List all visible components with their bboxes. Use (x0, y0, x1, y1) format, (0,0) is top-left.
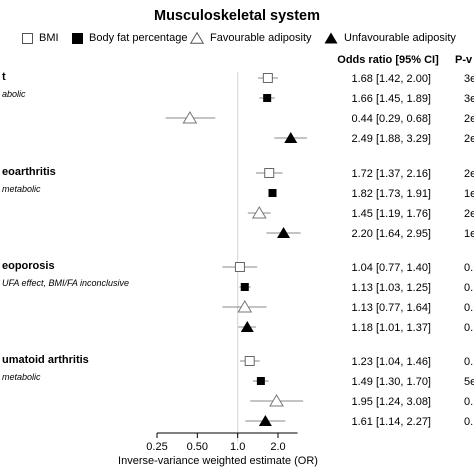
p-value: 2e (464, 113, 474, 125)
p-value: 2e (464, 168, 474, 180)
p-value: 2e (464, 208, 474, 220)
odds-ratio-value: 2.20 [1.64, 2.95] (351, 228, 431, 240)
x-tick-label: 1.0 (230, 441, 245, 453)
group-note: metabolic (2, 372, 41, 382)
chart-title: Musculoskeletal system (153, 8, 321, 24)
odds-ratio-value: 1.04 [0.77, 1.40] (351, 262, 431, 274)
or-column-header: Odds ratio [95% CI] (337, 54, 439, 66)
p-value: 0. (464, 262, 473, 274)
legend-item-favourable: Favourable adiposity (190, 32, 312, 44)
legend-item-body-fat: Body fat percentage (72, 32, 187, 44)
x-axis-label: Inverse-variance weighted estimate (OR) (118, 455, 318, 467)
p-value: 0. (464, 416, 473, 428)
filled-square-icon (72, 32, 83, 44)
odds-ratio-value: 1.95 [1.24, 3.08] (351, 396, 431, 408)
odds-ratio-value: 1.66 [1.45, 1.89] (351, 93, 431, 105)
p-value: 0. (464, 282, 473, 294)
point-bmi (244, 356, 255, 366)
x-tick-label: 0.50 (187, 441, 208, 453)
group-note: metabolic (2, 184, 41, 194)
point-unfavourable (240, 321, 254, 332)
group-note: UFA effect, BMI/FA inconclusive (2, 278, 129, 288)
point-body-fat (263, 94, 272, 102)
group-label: umatoid arthritis (2, 354, 89, 366)
open-triangle-icon (190, 32, 204, 44)
legend: BMI Body fat percentage Favourable adipo… (0, 32, 474, 48)
x-tick-label: 0.25 (146, 441, 167, 453)
p-value: 0. (464, 302, 473, 314)
odds-ratio-value: 1.61 [1.14, 2.27] (351, 416, 431, 428)
odds-ratio-value: 0.44 [0.29, 0.68] (351, 113, 431, 125)
point-favourable (251, 206, 267, 219)
point-body-fat (240, 283, 249, 291)
point-favourable (182, 111, 198, 124)
open-square-icon (22, 32, 33, 44)
legend-label-favourable: Favourable adiposity (210, 32, 312, 44)
group-label: eoporosis (2, 260, 55, 272)
legend-item-bmi: BMI (22, 32, 59, 44)
x-tick-label: 2.0 (270, 441, 285, 453)
p-column-header: P-v (455, 54, 473, 66)
point-bmi (262, 73, 273, 83)
p-value: 1e (464, 228, 474, 240)
p-value: 0. (464, 322, 473, 334)
p-value: 0. (464, 356, 473, 368)
odds-ratio-value: 1.13 [1.03, 1.25] (351, 282, 431, 294)
group-note: abolic (2, 89, 26, 99)
point-body-fat (256, 377, 265, 385)
point-favourable (237, 300, 253, 313)
legend-label-unfavourable: Unfavourable adiposity (344, 32, 456, 44)
point-bmi (264, 168, 275, 178)
p-value: 3e (464, 93, 474, 105)
odds-ratio-value: 1.13 [0.77, 1.64] (351, 302, 431, 314)
odds-ratio-value: 2.49 [1.88, 3.29] (351, 133, 431, 145)
odds-ratio-value: 1.18 [1.01, 1.37] (351, 322, 431, 334)
point-body-fat (268, 189, 277, 197)
p-value: 0. (464, 396, 473, 408)
odds-ratio-value: 1.68 [1.42, 2.00] (351, 73, 431, 85)
p-value: 5e (464, 376, 474, 388)
point-unfavourable (277, 227, 291, 238)
odds-ratio-value: 1.23 [1.04, 1.46] (351, 356, 431, 368)
point-bmi (234, 262, 245, 272)
legend-label-bmi: BMI (39, 32, 59, 44)
odds-ratio-value: 1.45 [1.19, 1.76] (351, 208, 431, 220)
p-value: 2e (464, 133, 474, 145)
point-unfavourable (258, 415, 272, 426)
point-unfavourable (284, 132, 298, 143)
group-label: eoarthritis (2, 166, 56, 178)
odds-ratio-value: 1.49 [1.30, 1.70] (351, 376, 431, 388)
odds-ratio-value: 1.72 [1.37, 2.16] (351, 168, 431, 180)
p-value: 1e- (464, 188, 474, 200)
group-label: t (2, 71, 6, 83)
legend-label-body-fat: Body fat percentage (89, 32, 188, 44)
p-value: 3e (464, 73, 474, 85)
legend-item-unfavourable: Unfavourable adiposity (324, 32, 456, 44)
filled-triangle-icon (324, 32, 338, 44)
odds-ratio-value: 1.82 [1.73, 1.91] (351, 188, 431, 200)
point-favourable (269, 394, 284, 407)
